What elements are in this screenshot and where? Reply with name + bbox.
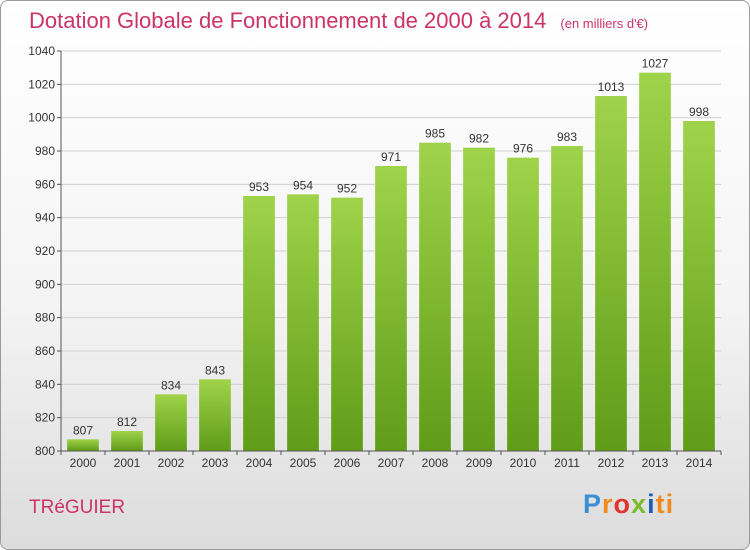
data-label: 834 <box>161 378 181 392</box>
y-tick-label: 880 <box>35 311 55 325</box>
x-tick-label: 2001 <box>114 456 141 470</box>
bar <box>111 431 143 451</box>
bar <box>595 96 627 451</box>
bar <box>331 197 363 451</box>
x-tick-label: 2012 <box>598 456 625 470</box>
y-tick-label: 960 <box>35 177 55 191</box>
axes <box>57 50 722 455</box>
y-tick-label: 1040 <box>28 44 55 58</box>
bar <box>67 439 99 451</box>
bar <box>639 72 671 452</box>
bar <box>287 194 319 452</box>
data-label: 971 <box>381 150 401 164</box>
logo-letter: ti <box>655 489 675 519</box>
bar <box>243 196 275 451</box>
logo-letter: x <box>631 489 648 519</box>
y-tick-label: 980 <box>35 144 55 158</box>
data-labels: 807 812 834 843 953 954 952 971 985 982 976 983 1013… <box>73 57 709 438</box>
bar <box>419 142 451 451</box>
x-tick-label: 2011 <box>554 456 580 470</box>
data-label: 953 <box>249 180 269 194</box>
logo-letter: r <box>602 489 614 519</box>
logo-letter: i <box>647 489 656 519</box>
x-tick-labels: 2000 2001 2002 2003 2004 2005 2006 2007 2008 2009… <box>70 456 713 470</box>
chart-title-block: Dotation Globale de Fonctionnement de 20… <box>29 8 648 34</box>
data-label: 843 <box>205 363 225 377</box>
x-tick-label: 2002 <box>158 456 185 470</box>
bar <box>155 394 187 451</box>
data-label: 1013 <box>598 80 625 94</box>
x-tick-label: 2004 <box>246 456 273 470</box>
bar <box>507 157 539 451</box>
proxiti-logo: Proxiti <box>583 489 674 520</box>
y-tick-label: 940 <box>35 211 55 225</box>
data-label: 998 <box>689 105 709 119</box>
y-tick-label: 800 <box>35 444 55 458</box>
x-tick-label: 2008 <box>422 456 449 470</box>
data-label: 976 <box>513 142 533 156</box>
x-tick-label: 2013 <box>642 456 669 470</box>
bars <box>67 72 715 452</box>
bar <box>551 146 583 451</box>
data-label: 952 <box>337 182 357 196</box>
y-tick-label: 820 <box>35 411 55 425</box>
y-tick-label: 860 <box>35 344 55 358</box>
y-tick-label: 840 <box>35 377 55 391</box>
commune-name: TRéGUIER <box>29 497 126 518</box>
x-tick-label: 2005 <box>290 456 317 470</box>
y-tick-label: 1020 <box>28 77 55 91</box>
x-tick-label: 2006 <box>334 456 361 470</box>
data-label: 985 <box>425 127 445 141</box>
bar <box>683 121 715 451</box>
x-tick-label: 2009 <box>466 456 493 470</box>
chart-unit-note: (en milliers d'€) <box>560 16 649 31</box>
y-tick-label: 900 <box>35 277 55 291</box>
data-label: 1027 <box>642 57 669 71</box>
x-tick-label: 2014 <box>686 456 713 470</box>
bar <box>199 379 231 451</box>
x-tick-label: 2007 <box>378 456 405 470</box>
bar <box>463 147 495 451</box>
y-tick-labels: 800 820 840 860 880 900 920 940 960 980 1000 1020 10… <box>28 44 55 458</box>
logo-letter: P <box>583 489 603 519</box>
x-tick-label: 2000 <box>70 456 97 470</box>
logo-letter: o <box>613 489 632 519</box>
data-label: 807 <box>73 423 93 437</box>
data-label: 982 <box>469 132 489 146</box>
x-tick-label: 2003 <box>202 456 229 470</box>
y-tick-label: 1000 <box>28 111 55 125</box>
x-tick-label: 2010 <box>510 456 537 470</box>
chart-title: Dotation Globale de Fonctionnement de 20… <box>29 8 547 33</box>
bar <box>375 166 407 451</box>
y-tick-label: 920 <box>35 244 55 258</box>
data-label: 954 <box>293 178 313 192</box>
data-label: 812 <box>117 415 137 429</box>
data-label: 983 <box>557 130 577 144</box>
